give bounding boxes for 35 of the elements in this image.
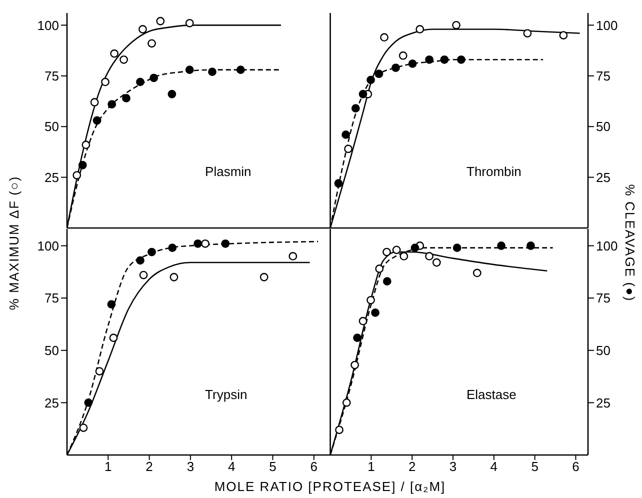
- x-axis-title: MOLE RATIO [PROTEASE] / [α₂M]: [214, 479, 446, 494]
- y2-tick-label: 100: [596, 238, 618, 254]
- x-tick-label: 3: [449, 459, 457, 474]
- y-axis-title: % MAXIMUM ΔF (○): [6, 176, 22, 310]
- y2-axis-title: % CLEAVAGE (●): [622, 184, 638, 302]
- text: Trypsin: [205, 387, 248, 402]
- x-tick-label: 6: [572, 459, 580, 474]
- x-tick-label: 5: [531, 459, 538, 474]
- y2-tick-label: 75: [596, 290, 610, 306]
- y-tick-label: 50: [44, 342, 59, 358]
- x-tick-label: 4: [490, 459, 498, 474]
- x-tick-label: 2: [408, 459, 416, 474]
- y-tick-label: 50: [44, 119, 59, 134]
- text: Plasmin: [205, 164, 252, 178]
- y-tick-label: 75: [44, 290, 59, 306]
- y2-tick-label: 50: [596, 342, 610, 358]
- y2-tick-label: 100: [596, 18, 618, 33]
- x-tick-label: 5: [269, 459, 276, 474]
- text: Thrombin: [466, 164, 522, 178]
- text: Elastase: [466, 387, 516, 402]
- y-tick-label: 25: [44, 170, 59, 185]
- y-tick-label: 75: [44, 68, 59, 84]
- y2-tick-label: 75: [596, 68, 610, 84]
- x-tick-label: 2: [146, 459, 153, 474]
- y2-tick-label: 25: [596, 170, 610, 185]
- x-tick-label: 6: [310, 459, 318, 474]
- x-tick-label: 1: [104, 459, 112, 474]
- y2-tick-label: 25: [596, 395, 610, 410]
- y-tick-label: 100: [37, 238, 59, 254]
- x-tick-label: 1: [368, 459, 375, 474]
- x-tick-label: 4: [228, 459, 236, 474]
- x-tick-label: 3: [186, 459, 194, 474]
- y-tick-label: 100: [37, 18, 59, 33]
- y-tick-label: 25: [44, 395, 59, 410]
- y2-tick-label: 50: [596, 119, 610, 134]
